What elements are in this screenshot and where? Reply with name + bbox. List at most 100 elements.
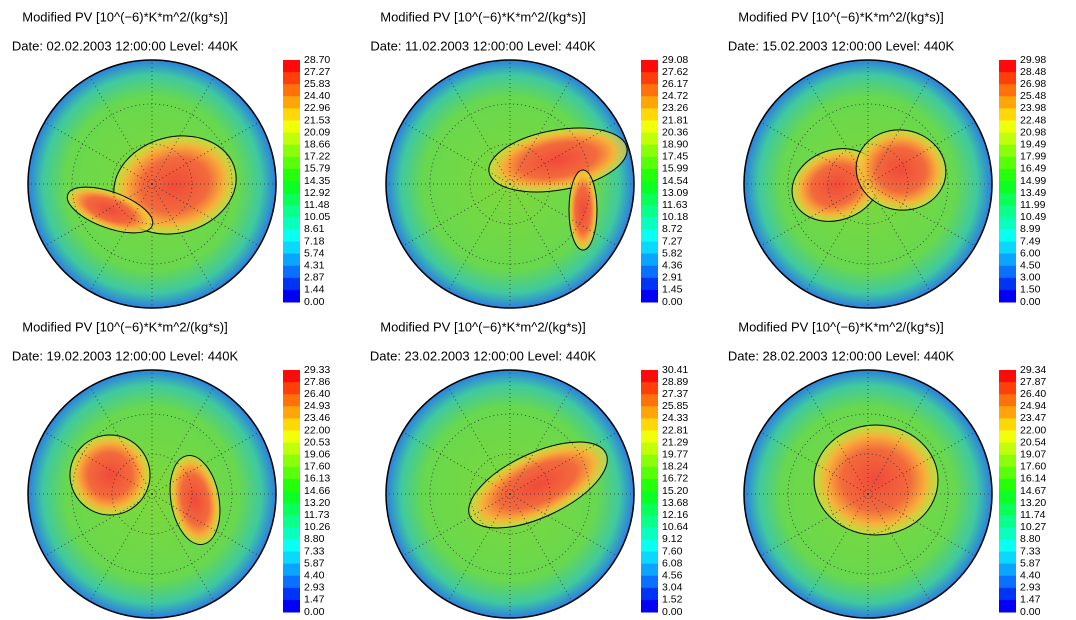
colorbar-label: 4.31 (304, 259, 325, 271)
colorbar-label: 10.26 (304, 521, 330, 533)
meridian (151, 76, 215, 185)
colorbar-step (641, 229, 658, 242)
meridian (447, 76, 511, 185)
parallel (111, 143, 193, 225)
colorbar-label: 24.93 (304, 400, 330, 412)
colorbar-label: 24.94 (1020, 400, 1046, 412)
colorbar-step (641, 96, 658, 109)
colorbar-label: 13.20 (1020, 497, 1046, 509)
colorbar-step (999, 563, 1016, 577)
colorbar-label: 8.61 (304, 223, 325, 235)
panel-date: Date: 11.02.2003 12:00:00 Level: 440K (370, 38, 596, 53)
colorbar-step (641, 503, 658, 516)
meridian (402, 183, 511, 247)
colorbar-step (283, 515, 300, 528)
colorbar-label: 15.79 (304, 163, 330, 175)
colorbar-step (283, 527, 300, 540)
colorbar-step (999, 84, 1016, 97)
colorbar-label: 8.80 (304, 533, 325, 545)
colorbar-label: 26.40 (1020, 388, 1046, 400)
meridian (447, 386, 511, 495)
colorbar-label: 18.66 (304, 138, 330, 150)
colorbar-step (641, 205, 658, 218)
colorbar-label: 14.67 (1020, 485, 1046, 497)
colorbar-step (283, 72, 300, 85)
colorbar-step (641, 587, 658, 601)
colorbar-label: 10.18 (662, 211, 688, 223)
globe-outline (27, 59, 277, 309)
colorbar-label: 16.49 (1020, 163, 1046, 175)
colorbar-step (283, 454, 300, 468)
colorbar-step (283, 406, 300, 419)
colorbar-label: 22.48 (1020, 114, 1046, 126)
colorbar-label: 10.27 (1020, 521, 1046, 533)
colorbar-step (641, 563, 658, 577)
colorbar-label: 20.53 (304, 436, 330, 448)
colorbar-step (999, 442, 1016, 456)
colorbar-label: 0.00 (662, 296, 683, 308)
panel-title: Modified PV [10^(−6)*K*m^2/(kg*s)] (22, 319, 227, 334)
colorbar-label: 1.45 (662, 284, 683, 296)
colorbar-step (999, 515, 1016, 528)
colorbar-label: 2.87 (304, 272, 325, 284)
colorbar-step (641, 253, 658, 267)
colorbar-label: 3.04 (662, 582, 683, 594)
colorbar-step (999, 587, 1016, 601)
meridian (402, 121, 511, 185)
panel-title: Modified PV [10^(−6)*K*m^2/(kg*s)] (380, 9, 585, 24)
meridian (805, 183, 869, 292)
colorbar-label: 14.35 (304, 175, 330, 187)
colorbar-step (999, 181, 1016, 194)
colorbar-step (999, 96, 1016, 109)
colorbar-step (283, 289, 300, 303)
meridian (867, 121, 976, 185)
parallel (827, 143, 909, 225)
colorbar-step (283, 168, 300, 182)
colorbar-label: 29.08 (662, 54, 688, 66)
colorbar-step (999, 599, 1016, 613)
colorbar-step (283, 277, 300, 291)
panel: Modified PV [10^(−6)*K*m^2/(kg*s)] Date: … (728, 319, 1046, 619)
map (744, 370, 992, 618)
colorbar-label: 22.00 (304, 424, 330, 436)
colorbar-label: 27.62 (662, 66, 688, 78)
panel: Modified PV [10^(−6)*K*m^2/(kg*s)] Date: … (728, 9, 1046, 309)
colorbar-step (999, 382, 1016, 395)
colorbar-step (283, 539, 300, 552)
parallel (469, 453, 551, 535)
colorbar-label: 10.49 (1020, 211, 1046, 223)
colorbar-step (999, 394, 1016, 407)
colorbar-label: 7.60 (662, 545, 683, 557)
colorbar-label: 19.77 (662, 448, 688, 460)
colorbar-label: 2.93 (304, 582, 325, 594)
colorbar-label: 3.00 (1020, 272, 1041, 284)
panel-title: Modified PV [10^(−6)*K*m^2/(kg*s)] (738, 319, 943, 334)
colorbar-step (999, 503, 1016, 516)
colorbar-label: 0.00 (662, 606, 683, 618)
colorbar-step (641, 394, 658, 407)
colorbar-step (641, 132, 658, 146)
meridian (447, 493, 511, 602)
meridian (867, 431, 976, 495)
meridian (151, 431, 260, 495)
colorbar-label: 2.91 (662, 272, 683, 284)
meridian (44, 121, 153, 185)
map (28, 60, 276, 308)
colorbar-step (283, 108, 300, 121)
meridian (151, 493, 260, 557)
panel-date: Date: 19.02.2003 12:00:00 Level: 440K (12, 348, 239, 363)
meridian (867, 386, 931, 495)
colorbar-step (999, 466, 1016, 480)
colorbar-label: 23.26 (662, 102, 688, 114)
colorbar-step (283, 587, 300, 601)
parallel (71, 103, 233, 265)
colorbar-step (283, 193, 300, 206)
meridian (760, 183, 869, 247)
colorbar-label: 0.00 (304, 296, 325, 308)
colorbar-step (641, 193, 658, 206)
colorbar-step (641, 515, 658, 528)
colorbar-step (283, 181, 300, 194)
meridian (151, 121, 260, 185)
colorbar-step (641, 430, 658, 444)
vortex (468, 441, 608, 529)
